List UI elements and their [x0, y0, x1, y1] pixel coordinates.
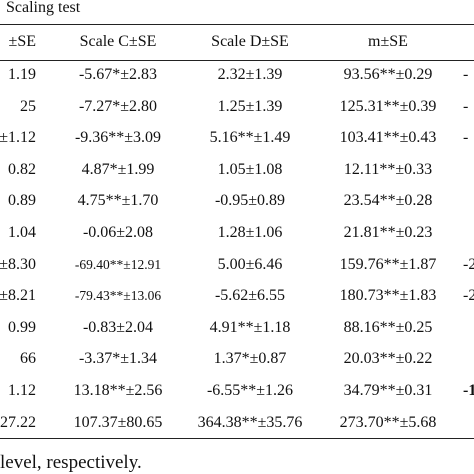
cell: -0.83±2.04 [82, 318, 154, 336]
cell: 1.28±1.06 [217, 224, 283, 241]
cell: -69.40**±12.91 [74, 256, 162, 272]
cell: -9.36**±3.09 [74, 129, 162, 147]
cell: -6.55**±1.26 [206, 382, 294, 399]
cell: 1.19 [8, 66, 36, 83]
cell: 2.32±1.39 [217, 66, 283, 83]
header-cell: m±SE [368, 33, 408, 50]
cell: 23.54**±0.28 [343, 192, 433, 210]
cell: - [463, 66, 469, 83]
cell: 66 [20, 350, 36, 368]
cell: -79.43**±13.06 [74, 288, 162, 304]
cell: 12.11**±0.33 [343, 160, 433, 178]
cell: 5.00±6.46 [217, 255, 283, 273]
header-cell: Scale C±SE [79, 33, 157, 50]
cell: -3.37*±1.34 [78, 350, 158, 368]
cell: ±8.30 [0, 255, 36, 273]
cell: 0.99 [8, 318, 36, 336]
cell: 1.37*±0.87 [213, 350, 287, 368]
cell: 159.76**±1.87 [339, 255, 437, 273]
cell: 0.89 [8, 192, 36, 210]
cell: -5.67*±2.83 [78, 66, 158, 83]
cell: 1.04 [8, 224, 36, 241]
cell: 93.56**±0.29 [343, 66, 433, 83]
cell: 88.16**±0.25 [343, 318, 433, 336]
cell: - [463, 129, 469, 147]
cell: -7.27*±2.80 [78, 97, 158, 115]
cell: -2 [463, 255, 474, 273]
cell: 1.12 [8, 382, 36, 399]
cell: 103.41**±0.43 [339, 129, 437, 147]
cell: 25 [20, 97, 36, 115]
cell: 364.38**±35.76 [197, 413, 303, 431]
cell: 4.87*±1.99 [81, 160, 155, 178]
rule [0, 438, 474, 439]
cell: 4.91**±1.18 [209, 318, 291, 336]
cell: 5.16**±1.49 [209, 129, 291, 147]
cell: - [463, 97, 469, 115]
cell: -0.06±2.08 [82, 224, 154, 241]
cell: 4.75**±1.70 [77, 192, 159, 210]
cell: 1.05±1.08 [217, 160, 283, 178]
cell: 21.81**±0.23 [343, 224, 433, 241]
cell: ±8.21 [0, 287, 36, 305]
cell: 1.25±1.39 [217, 97, 283, 115]
cell: 107.37±80.65 [73, 413, 163, 431]
cell: 180.73**±1.83 [339, 287, 437, 305]
cell: 27.22 [0, 413, 36, 431]
cell: 273.70**±5.68 [339, 413, 437, 431]
header-cell: Scale D±SE [211, 33, 289, 50]
cell: -5.62±6.55 [214, 287, 286, 305]
rule [0, 24, 474, 25]
cell: -1 [463, 382, 474, 399]
cell: 13.18**±2.56 [73, 382, 163, 399]
cell: ±1.12 [0, 129, 36, 147]
cell: -2 [463, 287, 474, 305]
cell: 34.79**±0.31 [343, 382, 433, 399]
footnote: level, respectively. [0, 452, 142, 473]
header-cell: ±SE [8, 33, 36, 50]
cell: -0.95±0.89 [214, 192, 286, 210]
cell: 0.82 [8, 160, 36, 178]
rule [0, 60, 474, 61]
cell: 125.31**±0.39 [339, 97, 437, 115]
cell: 20.03**±0.22 [343, 350, 433, 368]
group-header: Scaling test [6, 0, 81, 16]
